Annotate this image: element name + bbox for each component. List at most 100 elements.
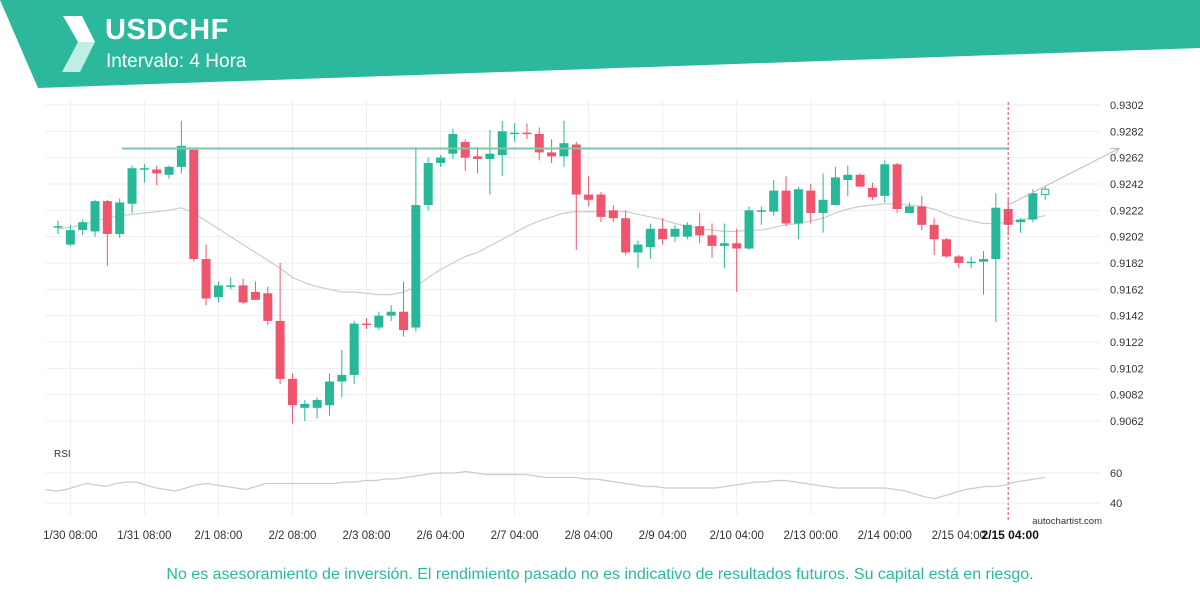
candle [843,165,853,196]
candle-body [176,145,186,167]
candle-body [287,378,297,406]
rsi-panel: RSI 60 40 [45,449,1122,510]
candle [460,139,470,171]
candle [892,162,902,213]
candle-body [769,190,779,212]
candle-body [1028,193,1038,220]
candle [102,199,112,266]
candle [571,141,581,250]
candle [979,251,988,295]
time-tick-label: 2/3 08:00 [343,530,391,542]
candle [855,173,865,187]
candle-body [793,189,803,224]
rsi-tick-label: 60 [1110,468,1122,480]
candle-body [621,218,631,253]
candle-body [670,228,680,237]
candle [312,397,322,419]
candle [78,219,88,236]
candle-body [250,291,260,300]
candle [596,191,606,223]
candle [226,277,236,290]
candle [115,198,125,238]
candle [152,165,162,186]
risk-disclaimer: No es asesoramiento de inversión. El ren… [166,566,1034,583]
candle-body [843,174,853,181]
candle [806,184,816,224]
time-tick-label: 2/8 04:00 [565,530,613,542]
candle [90,199,100,237]
candle [1016,218,1026,233]
candle [966,256,976,269]
candle [695,212,705,244]
candle-body [362,323,371,326]
candle [423,157,433,211]
price-tick-label: 0.9222 [1110,205,1144,217]
candle-body [485,153,495,159]
price-tick-label: 0.9142 [1110,311,1144,323]
candle [645,223,655,260]
candle-body [584,194,594,200]
candle-body [855,174,865,187]
time-tick-label: 2/7 04:00 [491,530,539,542]
candle-body [90,201,100,232]
candle [719,223,729,269]
price-tick-label: 0.9202 [1110,232,1144,244]
candle [608,205,618,223]
candle-body [497,131,507,156]
autochartist-logo-icon [62,16,95,72]
candle [670,224,680,242]
candle-body [559,143,569,157]
candle [250,281,260,300]
time-tick-label: 2/2 08:00 [268,530,316,542]
candle [744,206,754,250]
candle-body [633,244,643,253]
time-tick-label: 2/1 08:00 [194,530,242,542]
candle [127,165,137,213]
candle [658,218,668,245]
candle [818,173,828,233]
candle [374,311,384,331]
price-tick-label: 0.9282 [1110,126,1144,138]
candle [991,193,1001,323]
price-tick-label: 0.9162 [1110,284,1144,296]
candle [386,305,396,321]
candle [929,218,939,256]
candle-body [411,205,421,328]
price-tick-label: 0.9082 [1110,390,1144,402]
candle-body [1003,209,1013,225]
candle [436,155,446,167]
price-tick-label: 0.9122 [1110,337,1144,349]
candle-body [547,152,557,157]
candle [324,373,334,416]
candle [263,286,273,325]
time-tick-label: 2/10 04:00 [710,530,764,542]
candle [201,244,211,306]
current-time-label: 2/15 04:00 [981,528,1039,542]
price-tick-label: 0.9262 [1110,153,1144,165]
candle-body [571,144,581,195]
candle-body [781,190,791,224]
header-band [0,0,1200,88]
candle [411,147,421,332]
candle [287,373,297,424]
candle [164,165,174,179]
candle-body [818,199,828,213]
candle [880,160,890,203]
candle-body [596,194,606,217]
candle-body [929,224,939,240]
candle [213,281,223,303]
candle-body [53,226,63,228]
moving-average-line [57,203,1046,296]
price-tick-label: 0.9102 [1110,363,1144,375]
candle-body [436,157,446,163]
time-tick-label: 1/30 08:00 [43,530,97,542]
candle [362,318,371,329]
candle-body [312,399,322,408]
time-tick-label: 2/6 04:00 [417,530,465,542]
header-banner [0,0,1200,88]
candle [534,127,544,161]
rsi-label: RSI [54,449,71,460]
candle [904,202,914,213]
candle [756,206,766,225]
candle-body [806,190,816,213]
